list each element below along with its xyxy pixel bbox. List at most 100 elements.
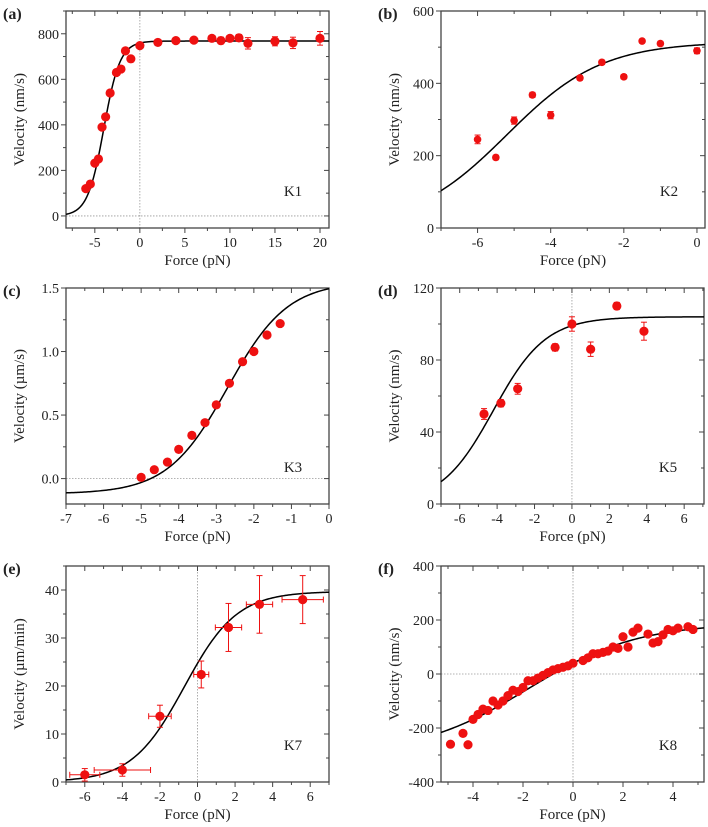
x-tick-label: 20 [313,236,327,251]
data-point [262,330,272,340]
x-axis-label: Force (pN) [164,807,230,823]
y-tick-label: 600 [413,5,434,20]
panel-label: (c) [3,283,21,300]
kinesin-annotation: K7 [284,738,303,754]
y-tick-label: 200 [413,150,434,165]
data-point [613,643,623,653]
x-tick-label: 4 [269,790,276,805]
y-tick-label: 1.5 [42,282,60,297]
panel-label: (a) [3,6,22,23]
x-tick-label: 0 [570,790,577,805]
kinesin-annotation: K5 [659,460,677,476]
data-point [653,637,663,647]
data-point [174,444,184,454]
data-point [673,623,683,633]
y-tick-label: 0.0 [42,473,60,488]
data-point [270,36,280,46]
data-point [243,38,253,48]
data-point [528,91,537,99]
y-tick-label: 40 [420,426,434,441]
data-point [153,37,163,48]
data-point [463,740,473,750]
data-point [223,622,234,633]
data-point [120,46,131,56]
panel-label: (d) [378,283,398,300]
y-tick-label: -400 [408,776,434,791]
data-point [288,38,298,48]
x-axis-label: Force (pN) [164,253,230,269]
kinesin-annotation: K2 [660,184,678,200]
data-point [550,342,560,352]
panel-label: (f) [378,561,394,578]
x-tick-label: -6 [79,790,91,805]
data-point [225,33,235,43]
data-point [623,642,633,652]
data-point [275,318,285,329]
data-point [458,728,468,739]
x-tick-label: -6 [472,236,484,251]
panel-b: -6 -4 -2 0 0 200 400 600 Force (pN) Velocity (nm/… [378,5,706,269]
x-tick-label: -2 [529,512,541,527]
x-tick-label: 15 [268,236,282,251]
x-tick-label: 0 [326,512,333,527]
data-point [639,326,649,336]
data-point [483,705,493,716]
y-tick-label: 120 [413,282,434,297]
data-point [117,765,127,775]
kinesin-annotation: K8 [659,738,677,754]
data-point [189,35,199,45]
x-tick-label: -7 [60,512,72,527]
y-tick-label: 10 [45,728,59,743]
plot-frame [440,10,706,229]
y-tick-label: 0 [427,498,434,513]
x-tick-label: -4 [173,512,185,527]
y-axis-label: Velocity (nm/s) [12,73,28,166]
plot-frame [440,565,705,783]
data-point [513,384,523,394]
x-tick-label: -4 [545,236,557,251]
data-point [254,599,265,610]
y-axis-label: Velocity (µm/s) [12,349,28,443]
x-tick-label: 0 [693,236,700,251]
x-tick-label: 2 [620,790,627,805]
data-point [576,74,584,82]
y-axis-label: Velocity (µm/min) [12,618,28,730]
x-axis-label: Force (pN) [540,253,606,269]
y-tick-label: 80 [420,354,434,369]
x-tick-label: -6 [98,512,110,527]
x-tick-label: -6 [454,512,466,527]
data-point [216,36,226,46]
panel-f: -4 -2 0 2 4 -400 -200 0 200 400 Force (pN) Velocity… [378,560,705,823]
data-point [567,319,577,329]
x-tick-label: 0 [194,790,201,805]
x-axis-label: Force (pN) [539,529,605,545]
data-point [207,33,217,43]
data-point [196,669,206,680]
y-tick-label: 1.0 [42,346,60,361]
x-tick-label: 0 [568,512,575,527]
x-tick-label: 4 [643,512,650,527]
x-tick-label: -4 [491,512,503,527]
x-tick-label: -2 [618,236,630,251]
y-tick-label: 30 [45,632,59,647]
x-tick-label: 6 [307,790,314,805]
y-tick-label: 0.5 [42,409,60,424]
y-tick-label: 400 [413,77,434,92]
data-point [638,37,646,45]
y-tick-label: 0 [52,776,59,791]
data-point [612,301,622,311]
data-point [93,154,104,164]
y-tick-label: 20 [45,680,59,695]
y-tick-label: 40 [45,584,59,599]
data-point [224,378,235,388]
plot-frame [440,287,705,505]
data-point [445,739,456,749]
x-tick-label: -5 [89,236,101,251]
data-point [234,33,244,43]
fit-curve [440,316,704,483]
data-point [518,682,528,693]
panel-label: (e) [3,561,21,578]
data-point [171,36,181,46]
